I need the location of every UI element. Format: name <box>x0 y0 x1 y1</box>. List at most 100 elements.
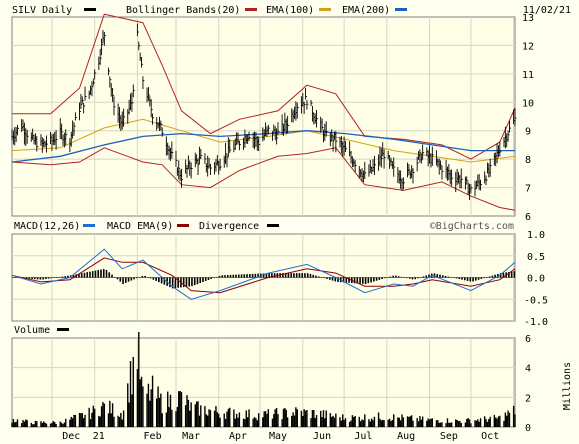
divergence-bar <box>138 277 141 278</box>
volume-bars <box>11 332 516 427</box>
divergence-bar <box>337 277 339 282</box>
volume-tick-label: 6 <box>525 334 531 345</box>
divergence-bar <box>488 276 491 278</box>
divergence-bar <box>113 276 116 278</box>
price-tick-label: 13 <box>522 13 534 24</box>
divergence-bar <box>356 277 359 284</box>
symbol-legend-swatch <box>84 8 96 11</box>
divergence-bar <box>14 277 17 278</box>
macd-tick-label: 0.0 <box>527 274 545 285</box>
divergence-bar <box>144 275 146 278</box>
divergence-bar <box>469 277 472 282</box>
divergence-bar <box>439 274 441 278</box>
price-bar <box>61 123 64 140</box>
divergence-legend-label: Divergence <box>199 221 259 232</box>
price-bar <box>316 109 319 128</box>
divergence-bar <box>202 277 204 283</box>
price-bar <box>489 158 492 177</box>
price-bar <box>296 102 299 119</box>
divergence-bar <box>414 277 416 280</box>
price-tick-label: 12 <box>522 41 534 52</box>
price-bar <box>181 168 184 188</box>
divergence-bar <box>47 277 50 279</box>
divergence-bar <box>39 277 42 280</box>
divergence-bar <box>491 275 494 278</box>
divergence-bar <box>367 277 370 284</box>
divergence-bar <box>149 277 152 279</box>
price-bar <box>380 148 383 168</box>
price-bar <box>26 129 29 144</box>
divergence-bar <box>17 277 20 278</box>
price-bar <box>416 156 419 172</box>
price-bar <box>321 118 324 131</box>
divergence-bar <box>50 277 53 279</box>
price-bar <box>55 130 58 150</box>
price-bar <box>422 144 425 160</box>
price-axis-labels: 13 12 11 10 9 8 7 6 <box>522 13 534 223</box>
divergence-bar <box>232 274 235 278</box>
price-bar <box>451 169 454 186</box>
divergence-bar <box>12 277 14 278</box>
price-bar <box>440 160 443 170</box>
divergence-bar <box>58 276 61 278</box>
price-bar <box>131 92 134 112</box>
macd-line <box>11 248 516 300</box>
divergence-bar <box>306 273 309 278</box>
price-bar <box>175 150 178 167</box>
price-bar <box>509 120 511 133</box>
divergence-bar <box>177 277 179 288</box>
macd-pane: MACD(12,26) MACD EMA(9) Divergence ©BigC… <box>11 221 548 328</box>
divergence-bar <box>125 277 127 283</box>
macd-legend-label: MACD(12,26) <box>14 221 80 232</box>
price-tick-label: 6 <box>525 212 531 223</box>
divergence-bar <box>262 273 265 278</box>
x-axis-labels: Dec 21 Feb Mar Apr May Jun Jul Aug Sep Oct <box>62 431 499 442</box>
divergence-bar <box>422 276 425 278</box>
divergence-bar <box>309 273 312 278</box>
divergence-bar <box>315 275 317 278</box>
divergence-bar <box>108 272 111 278</box>
volume-tick-label: 2 <box>525 393 531 404</box>
x-tick-label: Feb <box>144 431 162 442</box>
divergence-bar <box>392 275 394 278</box>
divergence-bar <box>362 277 364 284</box>
divergence-bar <box>282 273 284 278</box>
divergence-bar <box>196 277 199 285</box>
divergence-bar <box>406 277 408 279</box>
divergence-bar <box>273 273 276 278</box>
price-bar <box>136 23 139 37</box>
divergence-bar <box>158 277 160 283</box>
price-bar <box>419 149 422 163</box>
divergence-bar <box>141 275 144 278</box>
divergence-bar <box>386 277 389 278</box>
price-bar <box>197 158 200 176</box>
divergence-bar <box>193 277 196 286</box>
divergence-bar <box>243 274 246 278</box>
divergence-bar <box>403 277 405 278</box>
price-bar <box>248 131 251 142</box>
price-tick-label: 9 <box>525 127 531 138</box>
bollinger-legend-swatch <box>245 8 257 11</box>
price-bar <box>171 141 174 159</box>
price-bar <box>147 87 150 102</box>
price-bar <box>238 140 241 151</box>
price-bar <box>17 124 20 136</box>
divergence-bar <box>246 274 248 278</box>
divergence-bar <box>295 273 298 278</box>
price-bar <box>200 148 203 160</box>
bigcharts-watermark: ©BigCharts.com <box>430 221 514 232</box>
price-bar <box>466 176 469 185</box>
price-tick-label: 11 <box>522 70 534 81</box>
price-bar <box>109 76 112 88</box>
divergence-bar <box>119 277 122 282</box>
divergence-bar <box>466 277 469 281</box>
price-bar <box>138 41 141 51</box>
x-tick-label: Jun <box>313 431 331 442</box>
price-bar <box>152 113 155 125</box>
price-bar <box>480 179 483 191</box>
divergence-bar <box>238 274 240 278</box>
price-bar <box>142 76 145 90</box>
divergence-bar <box>226 275 229 278</box>
volume-unit-label: Millions <box>562 362 573 410</box>
divergence-bar <box>373 277 375 282</box>
